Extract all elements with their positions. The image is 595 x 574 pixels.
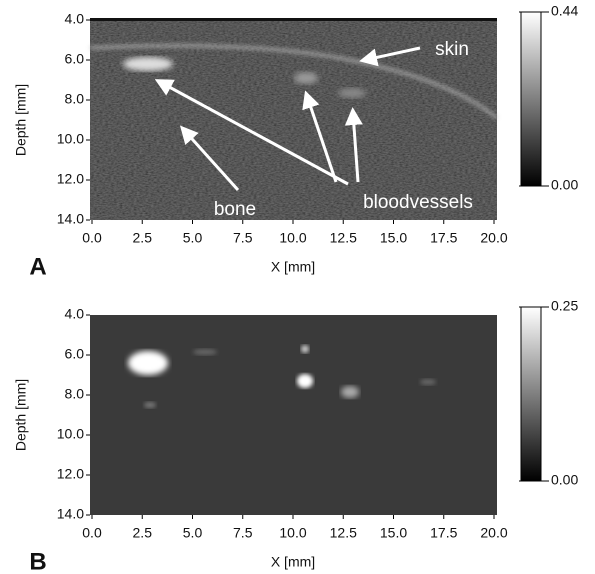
colorbar-tick-label: 0.00	[551, 472, 578, 488]
colorbar-tick-label: 0.00	[551, 177, 578, 193]
colorbar-tick-label: 0.44	[551, 3, 578, 19]
x-axis-label: X [mm]	[271, 259, 315, 275]
x-tick-label: 12.5	[330, 525, 357, 541]
y-tick-label: 6.0	[65, 51, 85, 67]
colorbar-tick-label: 0.25	[551, 298, 578, 314]
colorbar	[520, 11, 542, 187]
x-tick-label: 20.0	[480, 230, 507, 246]
annotation: bone	[214, 199, 256, 220]
x-tick-label: 2.5	[133, 525, 153, 541]
y-tick-label: 14.0	[57, 506, 84, 522]
y-tick-label: 6.0	[65, 346, 85, 362]
x-tick-label: 5.0	[183, 525, 203, 541]
y-tick-label: 4.0	[65, 11, 85, 27]
y-axis-label: Depth [mm]	[13, 84, 29, 156]
x-tick-label: 7.5	[233, 525, 253, 541]
annotation: bloodvessels	[363, 192, 473, 213]
x-tick-label: 17.5	[430, 525, 457, 541]
y-tick-label: 10.0	[57, 426, 84, 442]
x-tick-label: 0.0	[82, 525, 102, 541]
x-tick-label: 15.0	[380, 525, 407, 541]
y-tick-label: 8.0	[65, 386, 85, 402]
x-axis-label: X [mm]	[271, 554, 315, 570]
x-tick-label: 0.0	[82, 230, 102, 246]
y-tick-label: 4.0	[65, 306, 85, 322]
y-tick-label: 14.0	[57, 211, 84, 227]
x-tick-label: 2.5	[133, 230, 153, 246]
y-tick-label: 12.0	[57, 171, 84, 187]
x-tick-label: 17.5	[430, 230, 457, 246]
x-tick-label: 7.5	[233, 230, 253, 246]
y-axis-label: Depth [mm]	[13, 379, 29, 451]
y-tick-label: 10.0	[57, 131, 84, 147]
x-tick-label: 10.0	[279, 230, 306, 246]
y-tick-label: 12.0	[57, 466, 84, 482]
image-b	[90, 315, 497, 515]
x-tick-label: 20.0	[480, 525, 507, 541]
x-tick-label: 5.0	[183, 230, 203, 246]
x-tick-label: 10.0	[279, 525, 306, 541]
panel-label: A	[29, 253, 46, 280]
x-tick-label: 12.5	[330, 230, 357, 246]
y-tick-label: 8.0	[65, 91, 85, 107]
image-a	[89, 18, 498, 220]
colorbar	[520, 306, 542, 482]
x-tick-label: 15.0	[380, 230, 407, 246]
annotation: skin	[435, 39, 469, 60]
panel-label: B	[29, 548, 46, 574]
